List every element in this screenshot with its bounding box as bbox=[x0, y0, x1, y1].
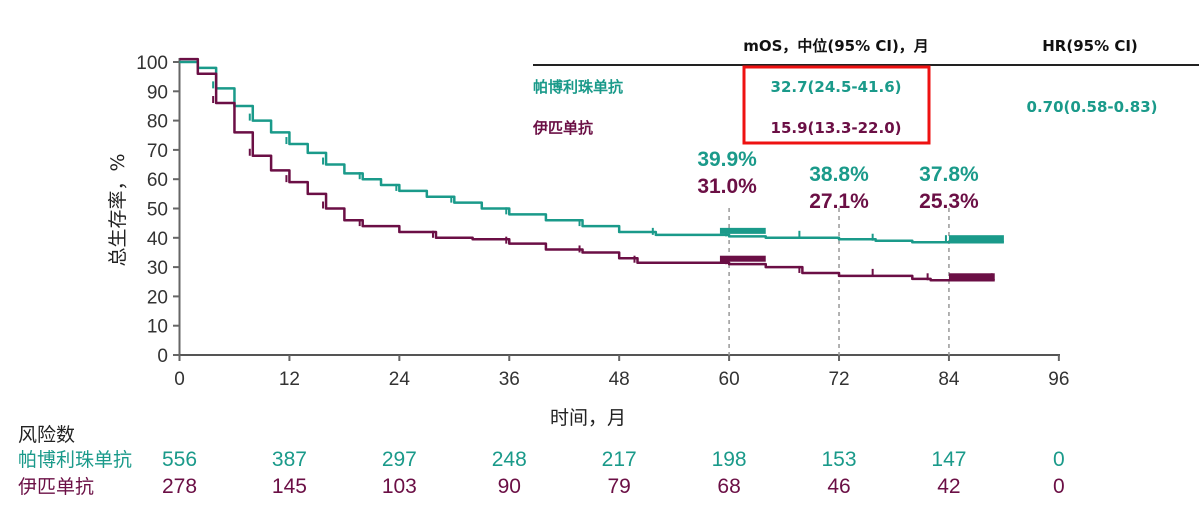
risk-value: 217 bbox=[602, 448, 637, 471]
risk-value: 103 bbox=[382, 475, 417, 498]
y-tick-label: 20 bbox=[147, 287, 168, 308]
censor-block-60 bbox=[719, 227, 766, 234]
y-tick-label: 90 bbox=[147, 82, 168, 103]
annotation-pembrolizumab: 37.8% bbox=[919, 163, 979, 186]
table-row-name-pembrolizumab: 帕博利珠单抗 bbox=[533, 78, 623, 96]
risk-value: 46 bbox=[827, 475, 850, 498]
y-tick-label: 0 bbox=[157, 346, 168, 367]
y-tick-label: 40 bbox=[147, 229, 168, 250]
x-axis-title: 时间，月 bbox=[550, 407, 626, 429]
risk-value: 198 bbox=[712, 448, 747, 471]
series-group bbox=[179, 57, 1004, 282]
x-ticks: 0 12 24 36 48 60 72 84 96 bbox=[174, 355, 1069, 390]
risk-value: 153 bbox=[821, 448, 856, 471]
risk-values: 556 387 297 248 217 198 153 147 0 278 145 103 90 79 68… bbox=[162, 448, 1065, 498]
annotation-pembrolizumab: 39.9% bbox=[697, 148, 757, 171]
y-axis-title: 总生存率，% bbox=[107, 153, 129, 266]
table-row-mos-pembrolizumab: 32.7(24.5-41.6) bbox=[771, 78, 902, 96]
x-tick-label: 12 bbox=[279, 369, 300, 390]
censor-block-tail bbox=[948, 235, 1004, 243]
table-row-name-ipilimumab: 伊匹单抗 bbox=[532, 119, 593, 137]
x-tick-label: 36 bbox=[499, 369, 520, 390]
landmark-annotations: 39.9% 31.0% 38.8% 27.1% 37.8% 25.3% bbox=[697, 148, 979, 213]
y-tick-label: 60 bbox=[147, 170, 168, 191]
x-tick-label: 48 bbox=[609, 369, 630, 390]
risk-value: 387 bbox=[272, 448, 307, 471]
survival-curve-pembrolizumab bbox=[179, 60, 1004, 244]
censor-block-tail bbox=[948, 273, 995, 281]
risk-value: 42 bbox=[937, 475, 960, 498]
annotation-ipilimumab: 31.0% bbox=[697, 175, 757, 198]
risk-value: 278 bbox=[162, 475, 197, 498]
risk-value: 147 bbox=[931, 448, 966, 471]
annotation-ipilimumab: 27.1% bbox=[809, 190, 869, 213]
risk-row-name-ipilimumab: 伊匹单抗 bbox=[18, 476, 94, 498]
risk-value: 0 bbox=[1053, 448, 1065, 471]
table-header-mos: mOS，中位(95% CI)，月 bbox=[743, 37, 929, 55]
x-tick-label: 72 bbox=[828, 369, 849, 390]
risk-value: 145 bbox=[272, 475, 307, 498]
y-tick-label: 80 bbox=[147, 112, 168, 133]
x-tick-label: 0 bbox=[174, 369, 185, 390]
risk-value: 297 bbox=[382, 448, 417, 471]
table-row-mos-ipilimumab: 15.9(13.3-22.0) bbox=[771, 119, 902, 137]
y-tick-label: 10 bbox=[147, 317, 168, 338]
mos-highlight-box bbox=[742, 65, 931, 145]
risk-value: 556 bbox=[162, 448, 197, 471]
y-tick-label: 70 bbox=[147, 141, 168, 162]
y-tick-label: 100 bbox=[136, 53, 168, 74]
y-tick-label: 30 bbox=[147, 258, 168, 279]
y-tick-label: 50 bbox=[147, 200, 168, 221]
risk-title: 风险数 bbox=[18, 424, 75, 446]
x-tick-label: 84 bbox=[938, 369, 960, 390]
survival-curve-ipilimumab bbox=[179, 57, 995, 282]
risk-value: 248 bbox=[492, 448, 527, 471]
table-header-hr: HR(95% CI) bbox=[1042, 37, 1138, 55]
risk-value: 90 bbox=[498, 475, 521, 498]
annotation-pembrolizumab: 38.8% bbox=[809, 163, 869, 186]
annotation-ipilimumab: 25.3% bbox=[919, 190, 979, 213]
x-tick-label: 96 bbox=[1048, 369, 1069, 390]
censor-block-60 bbox=[719, 255, 766, 262]
y-ticks: 0 10 20 30 40 50 60 70 80 90 100 bbox=[136, 53, 180, 367]
table-hr-value: 0.70(0.58-0.83) bbox=[1027, 98, 1158, 116]
x-tick-label: 24 bbox=[389, 369, 411, 390]
risk-value: 0 bbox=[1053, 475, 1065, 498]
x-tick-label: 60 bbox=[719, 369, 740, 390]
risk-value: 79 bbox=[608, 475, 631, 498]
risk-row-name-pembrolizumab: 帕博利珠单抗 bbox=[18, 449, 132, 471]
risk-value: 68 bbox=[717, 475, 740, 498]
